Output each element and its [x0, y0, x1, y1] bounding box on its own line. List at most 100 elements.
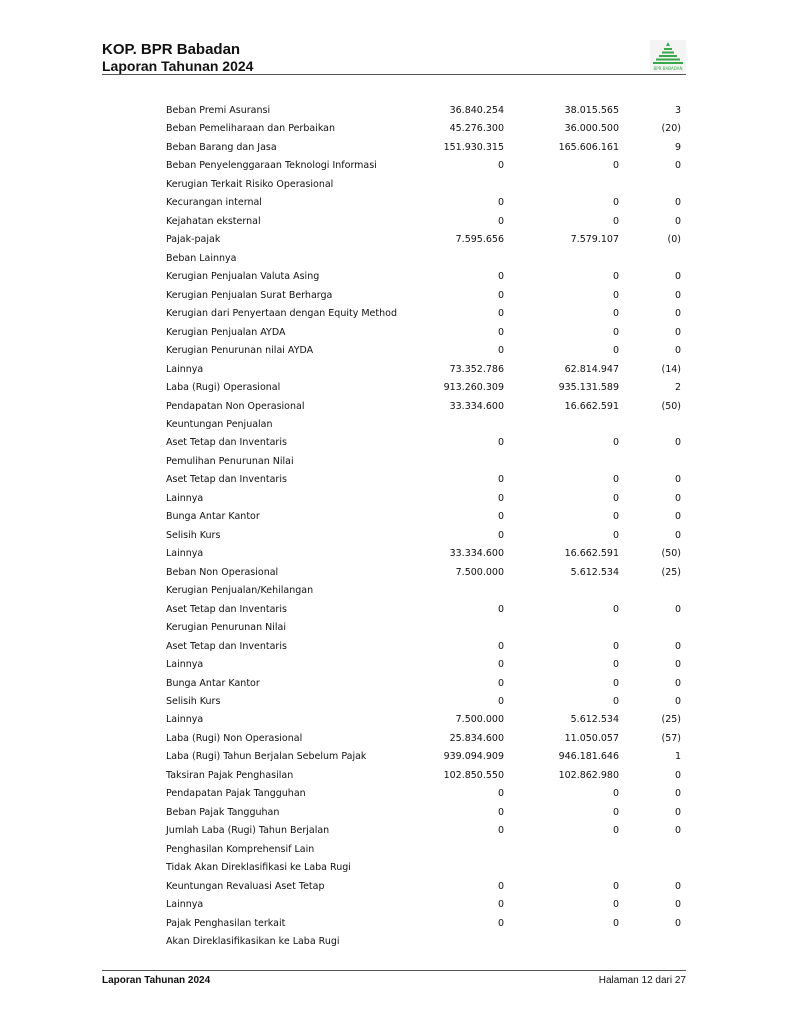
- table-row: Aset Tetap dan Inventaris 0 0 0: [166, 434, 682, 452]
- value-2024: 0: [497, 326, 504, 338]
- value-2023: 16.662.591: [564, 400, 619, 412]
- value-2024: 939.094.909: [443, 751, 504, 763]
- table-row: Laba (Rugi) Tahun Berjalan Sebelum Pajak…: [166, 748, 682, 766]
- company-name: KOP. BPR Babadan: [102, 41, 241, 58]
- value-2024: 0: [497, 271, 504, 283]
- svg-text:BPR BABADAN: BPR BABADAN: [654, 66, 683, 71]
- table-row: Kerugian Penjualan Valuta Asing 0 0 0: [166, 268, 682, 286]
- value-2023: 5.612.534: [570, 566, 619, 578]
- row-label: Beban Pajak Tangguhan: [166, 806, 280, 818]
- change-percent: 0: [674, 806, 681, 818]
- row-label: Beban Premi Asuransi: [166, 105, 271, 116]
- table-row: Kerugian Penjualan Surat Berharga 0 0 0: [166, 287, 682, 305]
- row-label: Keuntungan Revaluasi Aset Tetap: [166, 880, 325, 892]
- change-percent: (0): [667, 234, 681, 246]
- table-row: Keuntungan Penjualan: [166, 416, 682, 434]
- table-row: Beban Penyelenggaraan Teknologi Informas…: [166, 157, 682, 175]
- change-percent: 9: [674, 141, 681, 153]
- row-label: Beban Lainnya: [166, 252, 237, 264]
- row-label: Aset Tetap dan Inventaris: [166, 437, 287, 449]
- row-label: Pemulihan Penurunan Nilai: [166, 455, 294, 467]
- value-2024: 0: [497, 825, 504, 837]
- change-percent: 0: [674, 640, 681, 652]
- value-2023: 0: [612, 825, 619, 837]
- value-2023: 62.814.947: [564, 363, 619, 375]
- table-row: Selisih Kurs 0 0 0: [166, 527, 682, 545]
- table-row: Kerugian Penjualan AYDA 0 0 0: [166, 324, 682, 342]
- row-label: Selisih Kurs: [166, 696, 221, 707]
- value-2024: 0: [497, 806, 504, 818]
- row-label: Kerugian dari Penyertaan dengan Equity M…: [166, 308, 397, 320]
- value-2023: 7.579.107: [570, 234, 619, 246]
- change-percent: 0: [674, 769, 681, 781]
- value-2023: 0: [612, 806, 619, 818]
- row-label: Kerugian Penjualan/Kehilangan: [166, 585, 314, 597]
- change-percent: 0: [674, 197, 681, 209]
- row-label: Beban Penyelenggaraan Teknologi Informas…: [166, 160, 377, 172]
- value-2023: 0: [612, 160, 619, 172]
- value-2023: 0: [612, 326, 619, 338]
- value-2023: 165.606.161: [558, 141, 619, 153]
- table-row: Keuntungan Revaluasi Aset Tetap 0 0 0: [166, 878, 682, 896]
- row-label: Pendapatan Non Operasional: [166, 400, 305, 412]
- change-percent: (14): [661, 363, 681, 375]
- row-label: Aset Tetap dan Inventaris: [166, 603, 287, 615]
- table-row: Laba (Rugi) Operasional 913.260.309 935.13…: [166, 379, 682, 397]
- table-row: Pajak-pajak 7.595.656 7.579.107 (0): [166, 231, 682, 249]
- change-percent: 0: [674, 160, 681, 172]
- table-row: Jumlah Laba (Rugi) Tahun Berjalan 0 0 0: [166, 822, 682, 840]
- table-row: Bunga Antar Kantor 0 0 0: [166, 508, 682, 526]
- change-percent: 0: [674, 308, 681, 320]
- table-row: Beban Non Operasional 7.500.000 5.612.534 (…: [166, 564, 682, 582]
- value-2024: 151.930.315: [443, 141, 504, 153]
- value-2023: 0: [612, 917, 619, 929]
- table-row: Kerugian Penurunan nilai AYDA 0 0 0: [166, 342, 682, 360]
- change-percent: 0: [674, 659, 681, 671]
- change-percent: 0: [674, 492, 681, 504]
- change-percent: (25): [661, 714, 681, 726]
- change-percent: 0: [674, 437, 681, 449]
- table-row: Kecurangan internal 0 0 0: [166, 194, 682, 212]
- table-row: Aset Tetap dan Inventaris 0 0 0: [166, 638, 682, 656]
- income-statement-table: Beban Premi Asuransi 36.840.254 38.015.565…: [166, 102, 682, 952]
- value-2023: 0: [612, 659, 619, 671]
- table-row: Kerugian dari Penyertaan dengan Equity M…: [166, 305, 682, 323]
- row-label: Kerugian Penjualan Valuta Asing: [166, 271, 320, 283]
- row-label: Selisih Kurs: [166, 529, 221, 541]
- change-percent: 3: [674, 105, 681, 116]
- change-percent: 0: [674, 825, 681, 837]
- table-row: Aset Tetap dan Inventaris 0 0 0: [166, 601, 682, 619]
- table-row: Lainnya 73.352.786 62.814.947 (14): [166, 361, 682, 379]
- value-2023: 0: [612, 308, 619, 320]
- value-2024: 0: [497, 308, 504, 320]
- footer-title: Laporan Tahunan 2024: [102, 975, 211, 986]
- value-2023: 0: [612, 474, 619, 486]
- value-2024: 7.595.656: [455, 234, 504, 246]
- value-2023: 0: [612, 788, 619, 800]
- change-percent: 0: [674, 677, 681, 689]
- value-2024: 36.840.254: [449, 105, 504, 116]
- value-2024: 0: [497, 215, 504, 227]
- table-row: Lainnya 0 0 0: [166, 656, 682, 674]
- row-label: Lainnya: [166, 659, 204, 671]
- value-2024: 7.500.000: [455, 714, 504, 726]
- value-2024: 0: [497, 640, 504, 652]
- value-2023: 0: [612, 215, 619, 227]
- value-2024: 45.276.300: [449, 123, 504, 135]
- table-row: Beban Pajak Tangguhan 0 0 0: [166, 804, 682, 822]
- value-2024: 0: [497, 197, 504, 209]
- value-2023: 946.181.646: [558, 751, 619, 763]
- row-label: Tidak Akan Direklasifikasi ke Laba Rugi: [166, 862, 351, 874]
- value-2023: 0: [612, 492, 619, 504]
- table-row: Aset Tetap dan Inventaris 0 0 0: [166, 471, 682, 489]
- value-2023: 0: [612, 899, 619, 911]
- change-percent: 0: [674, 917, 681, 929]
- change-percent: (57): [661, 732, 681, 744]
- value-2023: 0: [612, 197, 619, 209]
- value-2024: 0: [497, 788, 504, 800]
- row-label: Beban Barang dan Jasa: [166, 141, 277, 153]
- value-2023: 0: [612, 529, 619, 541]
- value-2023: 16.662.591: [564, 548, 619, 560]
- value-2023: 5.612.534: [570, 714, 619, 726]
- row-label: Aset Tetap dan Inventaris: [166, 640, 287, 652]
